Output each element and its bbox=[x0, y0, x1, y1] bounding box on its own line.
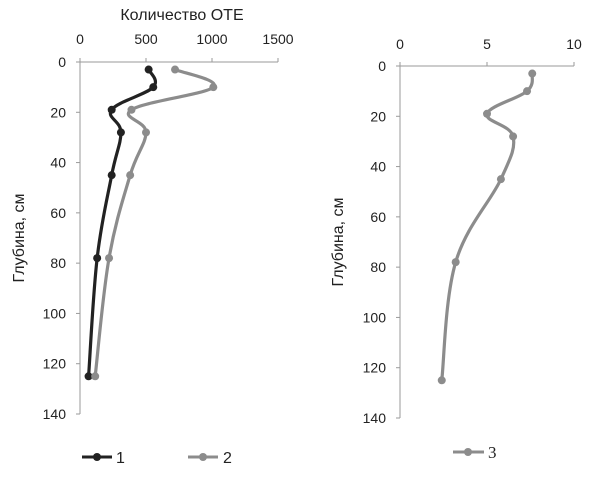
legend-left: 1 2 bbox=[82, 450, 232, 467]
legend-2-label: 2 bbox=[223, 450, 232, 467]
left-x-tick-label: 500 bbox=[134, 31, 158, 47]
left-x-tick-label: 1500 bbox=[262, 31, 293, 47]
left-y-axis-title: Глубина, см bbox=[11, 193, 28, 282]
right-x-tick-label: 0 bbox=[396, 36, 404, 52]
right-y-tick-label: 20 bbox=[370, 108, 386, 124]
right-series-3-point bbox=[528, 69, 537, 78]
right-series-3-point bbox=[509, 132, 518, 141]
left-y-tick-label: 0 bbox=[58, 54, 66, 70]
left-y-tick-label: 140 bbox=[43, 406, 67, 422]
left-series-1-point bbox=[149, 83, 158, 92]
left-x-axis-title: Количество ОТЕ bbox=[120, 7, 243, 24]
left-series-2-point bbox=[142, 128, 150, 137]
left-series-1-point bbox=[93, 254, 102, 263]
left-series-1-point bbox=[84, 372, 93, 381]
right-series-3-line bbox=[440, 73, 534, 381]
left-y-tick-label: 100 bbox=[43, 305, 67, 321]
left-series-2-point bbox=[171, 65, 180, 74]
left-y-tick-label: 120 bbox=[43, 356, 67, 372]
right-y-tick-labels: 0 20 40 60 80 100 120 140 bbox=[363, 58, 387, 426]
left-y-tick-labels: 0 20 40 60 80 100 120 140 bbox=[43, 54, 67, 422]
right-series-3-point bbox=[451, 258, 460, 267]
right-series-3-point bbox=[437, 376, 446, 385]
left-series-2-line bbox=[93, 68, 216, 377]
left-x-tick-marks bbox=[79, 58, 279, 62]
right-x-tick-label: 10 bbox=[566, 36, 582, 52]
legend-3-label: 3 bbox=[488, 443, 497, 462]
legend-1-marker bbox=[93, 453, 101, 461]
right-series-3-point bbox=[483, 109, 491, 118]
left-y-tick-label: 20 bbox=[50, 104, 66, 120]
left-y-tick-label: 80 bbox=[50, 255, 66, 271]
left-x-tick-label: 1000 bbox=[196, 31, 227, 47]
right-y-tick-label: 40 bbox=[370, 159, 386, 175]
legend-2-marker bbox=[199, 453, 207, 461]
left-series-2-point bbox=[209, 83, 218, 92]
legend-1-label: 1 bbox=[116, 450, 125, 467]
chart-right: 0 5 10 0 20 40 60 80 100 120 140 Глубина, см bbox=[330, 36, 582, 426]
left-series-2-point bbox=[91, 372, 100, 381]
legend-right: 3 bbox=[453, 443, 497, 462]
right-y-tick-marks bbox=[396, 65, 400, 419]
right-x-tick-label: 5 bbox=[483, 36, 491, 52]
right-y-tick-label: 80 bbox=[370, 259, 386, 275]
right-y-tick-label: 0 bbox=[378, 58, 386, 74]
right-y-tick-label: 60 bbox=[370, 209, 386, 225]
left-y-tick-marks bbox=[76, 61, 80, 415]
left-y-tick-label: 60 bbox=[50, 205, 66, 221]
right-x-tick-labels: 0 5 10 bbox=[396, 36, 582, 52]
left-series-2-point bbox=[105, 254, 114, 263]
chart-left: Количество ОТЕ 0 500 1000 1500 0 20 40 60 80 100… bbox=[11, 7, 294, 422]
left-series-1-point bbox=[107, 105, 116, 114]
right-series-layer bbox=[437, 69, 537, 385]
left-series-layer bbox=[84, 65, 218, 381]
right-y-axis-title: Глубина, см bbox=[330, 197, 347, 286]
right-series-3-point bbox=[496, 175, 505, 184]
left-series-1-point bbox=[116, 128, 125, 137]
right-y-tick-label: 120 bbox=[363, 360, 387, 376]
legend-3-marker bbox=[464, 448, 472, 456]
right-series-3-point bbox=[523, 87, 532, 96]
right-y-tick-label: 140 bbox=[363, 410, 387, 426]
left-x-tick-labels: 0 500 1000 1500 bbox=[76, 31, 294, 47]
left-series-1-point bbox=[107, 171, 116, 180]
left-series-2-point bbox=[126, 171, 135, 180]
left-x-tick-label: 0 bbox=[76, 31, 84, 47]
left-series-1-point bbox=[144, 65, 153, 74]
left-series-2-point bbox=[127, 105, 136, 114]
right-x-tick-marks bbox=[399, 62, 575, 66]
left-y-tick-label: 40 bbox=[50, 155, 66, 171]
right-y-tick-label: 100 bbox=[363, 309, 387, 325]
